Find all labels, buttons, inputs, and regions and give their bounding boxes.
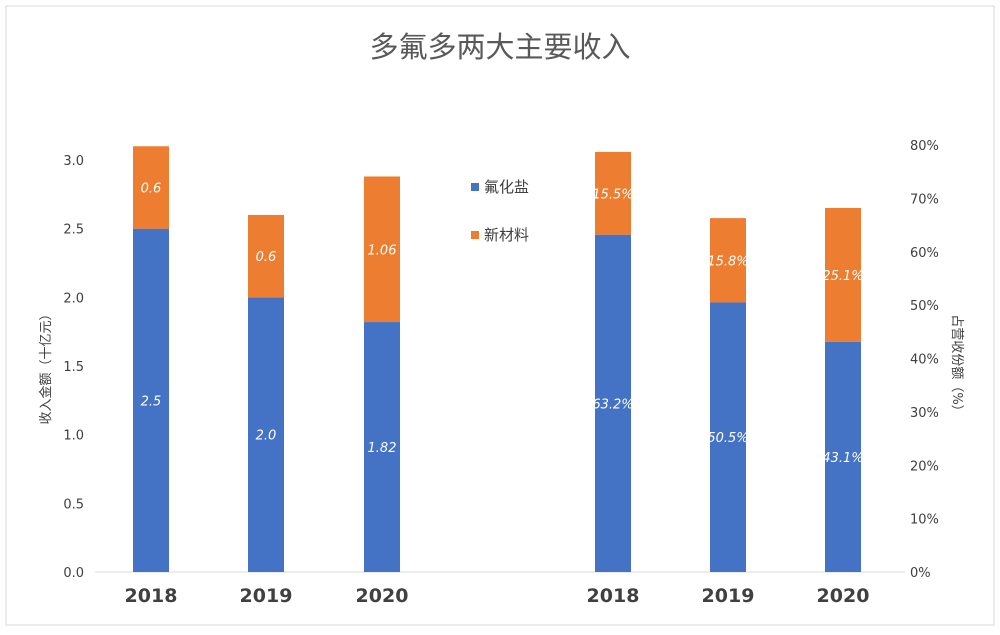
bar-fluoride-left-2020: [364, 322, 400, 572]
bar-new-material-right-2019: [710, 218, 746, 303]
x-category-label: 2018: [587, 585, 640, 607]
legend-label: 新材料: [484, 226, 529, 244]
right-tick-label: 20%: [910, 459, 939, 474]
legend-swatch-fluoride: [471, 183, 479, 191]
data-label: 0.6: [256, 250, 277, 265]
left-tick-label: 2.5: [63, 223, 84, 238]
left-tick-label: 0.0: [63, 566, 84, 581]
right-tick-label: 10%: [910, 513, 939, 528]
left-axis-label: 收入金额（十亿元）: [38, 307, 54, 424]
bar-fluoride-right-2019: [710, 302, 746, 572]
bar-new-material-left-2018: [133, 146, 169, 229]
legend-swatch-new-material: [471, 231, 479, 239]
bar-new-material-left-2020: [364, 176, 400, 323]
data-label: 25.1%: [822, 269, 863, 284]
right-axis-label: 占营收份额（%）: [949, 314, 964, 417]
bar-fluoride-right-2018: [595, 234, 631, 573]
chart-title: 多氟多两大主要收入: [369, 30, 630, 64]
data-label: 2.5: [141, 394, 162, 409]
data-label: 50.5%: [707, 431, 748, 446]
left-tick-label: 1.0: [63, 429, 84, 444]
data-label: 2.0: [256, 429, 277, 444]
data-label: 1.82: [368, 441, 397, 456]
left-tick-label: 2.0: [63, 291, 84, 306]
right-tick-label: 60%: [910, 246, 939, 261]
data-label: 63.2%: [592, 397, 633, 412]
bar-fluoride-left-2019: [248, 297, 284, 572]
data-label: 1.06: [368, 243, 397, 258]
left-tick-label: 1.5: [63, 360, 84, 375]
right-tick-label: 80%: [910, 139, 939, 154]
data-label: 43.1%: [822, 451, 863, 466]
bar-new-material-right-2020: [825, 207, 861, 342]
bar-fluoride-left-2018: [133, 228, 169, 572]
left-tick-label: 0.5: [63, 497, 84, 512]
bar-new-material-right-2018: [595, 151, 631, 235]
legend-label: 氟化盐: [484, 178, 529, 196]
data-label: 0.6: [141, 181, 162, 196]
x-category-label: 2020: [356, 585, 409, 607]
x-category-label: 2019: [702, 585, 755, 607]
right-tick-label: 30%: [910, 406, 939, 421]
right-tick-label: 40%: [910, 353, 939, 368]
bar-new-material-left-2019: [248, 214, 284, 298]
x-category-label: 2019: [240, 585, 293, 607]
right-tick-label: 70%: [910, 192, 939, 207]
bar-fluoride-right-2020: [825, 341, 861, 572]
data-label: 15.5%: [592, 187, 633, 202]
left-tick-label: 3.0: [63, 154, 84, 169]
right-tick-label: 50%: [910, 299, 939, 314]
data-label: 15.8%: [707, 254, 748, 269]
x-category-label: 2018: [125, 585, 178, 607]
x-category-label: 2020: [817, 585, 870, 607]
right-tick-label: 0%: [910, 566, 931, 581]
